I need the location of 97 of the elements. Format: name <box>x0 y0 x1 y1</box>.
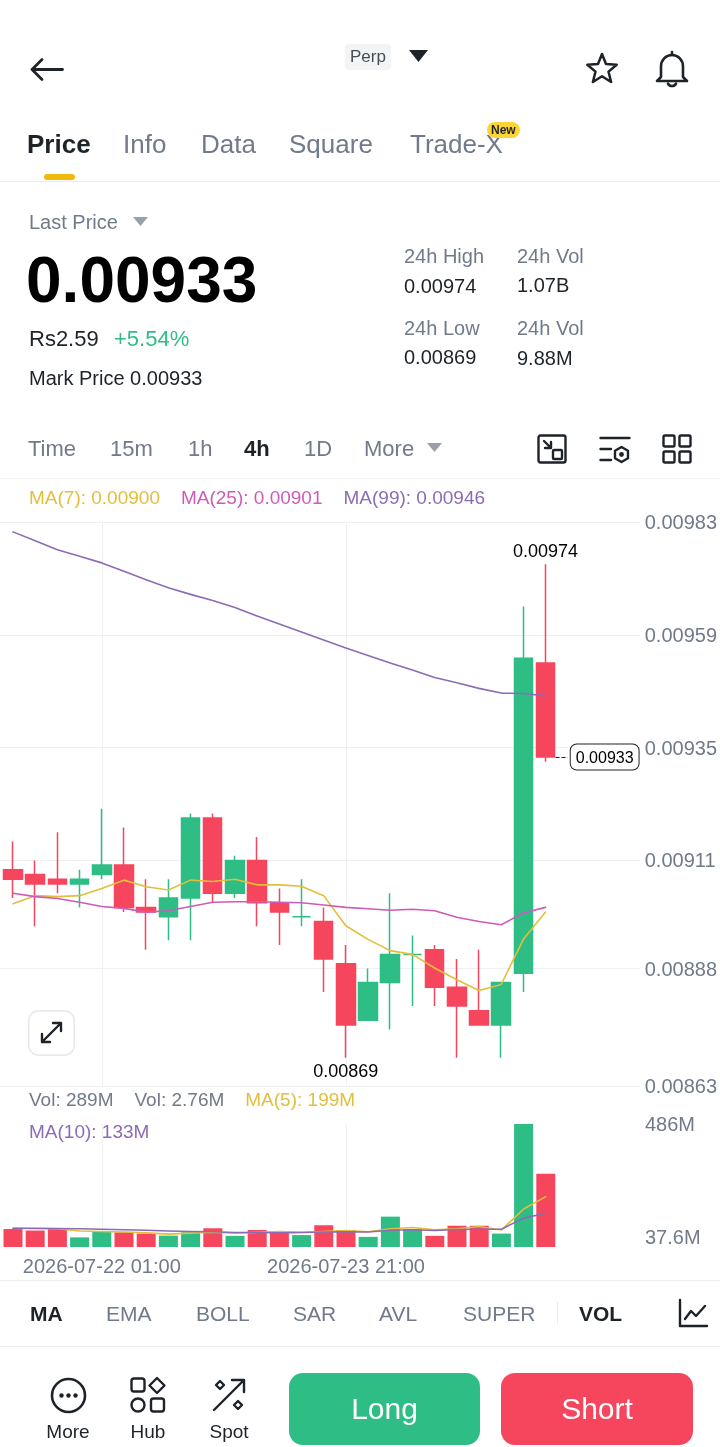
candlestick <box>313 906 334 993</box>
text: Last Price <box>29 210 118 234</box>
bar <box>491 1233 511 1247</box>
candlestick <box>357 967 379 1021</box>
bar <box>114 1232 134 1247</box>
text: Hub <box>130 1419 166 1443</box>
text: 15m <box>110 436 153 462</box>
button: Long <box>289 1373 480 1445</box>
text: 1D <box>304 436 333 462</box>
text: Info <box>123 128 167 160</box>
candlestick <box>424 944 445 1007</box>
text: 0.00974 <box>404 274 477 298</box>
bar <box>225 1235 245 1247</box>
bar <box>292 1235 312 1247</box>
bar <box>47 1229 67 1247</box>
y-tick-label: 37.6M <box>645 1226 701 1249</box>
text: Rs2.59 <box>29 326 99 352</box>
text: MA(7): 0.00900 <box>29 487 160 509</box>
text: SUPER <box>463 1300 536 1326</box>
text: MA <box>30 1300 63 1326</box>
y-tick-label: 0.00888 <box>644 957 717 980</box>
text: 24h Vol <box>517 244 584 268</box>
text: Perp <box>345 44 391 70</box>
y-tick-label: 0.00911 <box>644 849 716 872</box>
bar <box>136 1233 156 1247</box>
text: More <box>46 1419 90 1443</box>
text: 1.07B <box>517 273 570 297</box>
y-tick-label: 0.00959 <box>644 623 717 646</box>
text: 0.00933 <box>26 242 258 318</box>
candlestick <box>158 878 179 942</box>
bar <box>425 1235 445 1247</box>
text: 0.00869 <box>404 345 477 369</box>
text: 24h Low <box>404 316 480 340</box>
text: +5.54% <box>114 326 190 352</box>
line-series <box>12 1212 547 1234</box>
line-series <box>12 878 547 992</box>
bar <box>358 1236 378 1247</box>
x-tick-label: 2026-07-23 21:00 <box>267 1255 425 1277</box>
text: 24h Vol <box>517 316 584 340</box>
text: MA(25): 0.00901 <box>180 487 323 509</box>
candlestick <box>202 812 223 904</box>
bar <box>3 1229 23 1247</box>
candlestick <box>24 859 46 927</box>
candlestick <box>446 958 468 1059</box>
text: EMA <box>106 1300 152 1326</box>
bar <box>158 1235 178 1247</box>
candlestick <box>269 887 290 946</box>
text: More <box>364 436 415 462</box>
text: 24h High <box>404 244 485 268</box>
bar <box>514 1124 534 1247</box>
y-tick-label: 0.00935 <box>644 736 717 759</box>
candlestick <box>468 948 490 1026</box>
text: AVL <box>379 1300 418 1326</box>
text: Mark Price 0.00933 <box>29 366 203 390</box>
bar <box>247 1230 267 1247</box>
line-series <box>12 892 547 926</box>
text: SAR <box>293 1300 337 1326</box>
text: Time <box>28 436 77 462</box>
candlestick <box>291 878 312 927</box>
bar <box>70 1237 90 1247</box>
x-tick-label: 2026-07-22 01:00 <box>22 1255 181 1277</box>
text: 9.88M <box>517 346 573 370</box>
text: 1h <box>188 436 213 462</box>
text: MA(99): 0.00946 <box>343 487 486 509</box>
text: Price <box>27 128 91 160</box>
ref-line-label: 0.00933 <box>575 748 634 766</box>
y-tick-label: 0.00863 <box>644 1075 717 1097</box>
bar <box>92 1231 112 1247</box>
text: VOL <box>579 1300 623 1326</box>
annotation: 0.00974 <box>513 541 579 562</box>
candlestick <box>91 807 113 880</box>
candlestick <box>379 892 401 1031</box>
candlestick <box>113 826 135 913</box>
text: Square <box>289 128 373 160</box>
text: Vol: 2.76M <box>134 1089 225 1111</box>
candlestick <box>2 840 24 899</box>
text: Vol: 289M <box>29 1089 114 1111</box>
candlestick <box>69 869 90 909</box>
y-tick-label: 486M <box>645 1113 696 1135</box>
text: Data <box>201 128 256 160</box>
candlestick <box>490 981 512 1059</box>
candlestick <box>180 812 201 942</box>
annotation: 0.00869 <box>313 1060 379 1081</box>
text: 4h <box>244 436 270 462</box>
bar <box>536 1173 556 1247</box>
text: MA(10): 133M <box>29 1121 150 1143</box>
text: BOLL <box>196 1300 250 1326</box>
candlestick <box>513 605 534 993</box>
text: MA(5): 199M <box>245 1089 356 1111</box>
candlestick <box>402 934 423 1007</box>
candlestick <box>224 854 246 899</box>
y-tick-label: 0.00983 <box>644 511 717 533</box>
button: Short <box>501 1373 693 1445</box>
text: Spot <box>209 1419 249 1443</box>
candlestick <box>335 944 357 1059</box>
bar <box>25 1230 45 1247</box>
candlestick <box>47 831 68 895</box>
